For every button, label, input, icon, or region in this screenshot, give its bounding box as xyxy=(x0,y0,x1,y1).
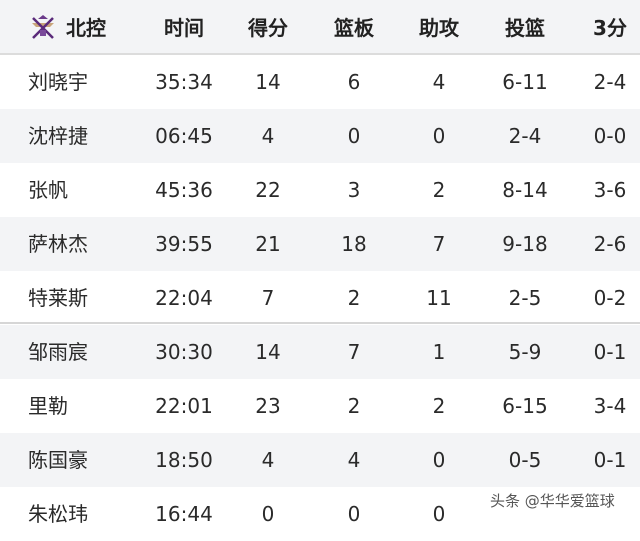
field-goals-cell: 8-14 xyxy=(502,178,548,202)
minutes-cell: 30:30 xyxy=(155,340,213,364)
player-name-cell: 邹雨宸 xyxy=(28,340,88,364)
three-pointers-cell: 3-6 xyxy=(593,178,627,202)
rebounds-cell: 2 xyxy=(347,286,361,310)
rebounds-cell: 0 xyxy=(347,502,361,526)
minutes-cell: 22:01 xyxy=(155,394,213,418)
player-row[interactable]: 陈国豪 18:50 4 4 0 0-5 0-1 xyxy=(0,433,640,487)
field-goals-cell: 2-5 xyxy=(508,286,542,310)
player-name-cell: 陈国豪 xyxy=(28,448,88,472)
rebounds-cell: 7 xyxy=(347,340,361,364)
col-header-minutes[interactable]: 时间 xyxy=(164,16,204,40)
assists-cell: 2 xyxy=(432,394,446,418)
assists-cell: 1 xyxy=(432,340,446,364)
points-cell: 0 xyxy=(261,502,275,526)
field-goals-cell: 2-4 xyxy=(508,124,542,148)
points-cell: 22 xyxy=(255,178,281,202)
player-row[interactable]: 萨林杰 39:55 21 18 7 9-18 2-6 xyxy=(0,217,640,271)
player-name-cell: 沈梓捷 xyxy=(28,124,88,148)
player-name-cell: 里勒 xyxy=(28,394,68,418)
minutes-cell: 39:55 xyxy=(155,232,213,256)
table-header: 北控 时间 得分 篮板 助攻 投篮 3分 xyxy=(0,0,640,55)
player-name-cell: 张帆 xyxy=(28,178,68,202)
field-goals-cell: 6-15 xyxy=(502,394,548,418)
three-pointers-cell: 3-4 xyxy=(593,394,627,418)
assists-cell: 0 xyxy=(432,502,446,526)
points-cell: 14 xyxy=(255,70,281,94)
col-header-field-goals[interactable]: 投篮 xyxy=(505,16,545,40)
player-row[interactable]: 张帆 45:36 22 3 2 8-14 3-6 xyxy=(0,163,640,217)
points-cell: 21 xyxy=(255,232,281,256)
rebounds-cell: 18 xyxy=(341,232,367,256)
minutes-cell: 06:45 xyxy=(155,124,213,148)
player-row[interactable]: 沈梓捷 06:45 4 0 0 2-4 0-0 xyxy=(0,109,640,163)
points-cell: 4 xyxy=(261,124,275,148)
assists-cell: 0 xyxy=(432,448,446,472)
player-row[interactable]: 邹雨宸 30:30 14 7 1 5-9 0-1 xyxy=(0,325,640,379)
points-cell: 7 xyxy=(261,286,275,310)
watermark: 头条 @华华爱篮球 xyxy=(490,492,615,510)
rebounds-cell: 4 xyxy=(347,448,361,472)
minutes-cell: 35:34 xyxy=(155,70,213,94)
assists-cell: 4 xyxy=(432,70,446,94)
minutes-cell: 16:44 xyxy=(155,502,213,526)
col-header-rebounds[interactable]: 篮板 xyxy=(334,16,374,40)
starters-divider xyxy=(0,322,640,324)
player-row[interactable]: 刘晓宇 35:34 14 6 4 6-11 2-4 xyxy=(0,55,640,109)
minutes-cell: 18:50 xyxy=(155,448,213,472)
rebounds-cell: 3 xyxy=(347,178,361,202)
field-goals-cell: 6-11 xyxy=(502,70,548,94)
three-pointers-cell: 2-6 xyxy=(593,232,627,256)
field-goals-cell: 5-9 xyxy=(508,340,542,364)
rebounds-cell: 6 xyxy=(347,70,361,94)
player-name-cell: 朱松玮 xyxy=(28,502,88,526)
assists-cell: 0 xyxy=(432,124,446,148)
field-goals-cell: 0-5 xyxy=(508,448,542,472)
three-pointers-cell: 0-1 xyxy=(593,448,627,472)
assists-cell: 2 xyxy=(432,178,446,202)
minutes-cell: 45:36 xyxy=(155,178,213,202)
three-pointers-cell: 2-4 xyxy=(593,70,627,94)
team-header: 北控 xyxy=(28,0,148,53)
col-header-assists[interactable]: 助攻 xyxy=(419,16,459,40)
points-cell: 14 xyxy=(255,340,281,364)
player-row[interactable]: 里勒 22:01 23 2 2 6-15 3-4 xyxy=(0,379,640,433)
points-cell: 4 xyxy=(261,448,275,472)
assists-cell: 7 xyxy=(432,232,446,256)
rebounds-cell: 2 xyxy=(347,394,361,418)
col-header-three-pointers[interactable]: 3分 xyxy=(593,16,627,40)
minutes-cell: 22:04 xyxy=(155,286,213,310)
player-row[interactable]: 特莱斯 22:04 7 2 11 2-5 0-2 xyxy=(0,271,640,325)
points-cell: 23 xyxy=(255,394,281,418)
three-pointers-cell: 0-2 xyxy=(593,286,627,310)
team-logo-icon xyxy=(32,14,54,39)
player-name-cell: 刘晓宇 xyxy=(28,70,88,94)
rebounds-cell: 0 xyxy=(347,124,361,148)
field-goals-cell: 9-18 xyxy=(502,232,548,256)
player-name-cell: 特莱斯 xyxy=(28,286,88,310)
col-header-points[interactable]: 得分 xyxy=(248,16,288,40)
three-pointers-cell: 0-0 xyxy=(593,124,627,148)
assists-cell: 11 xyxy=(426,286,452,310)
player-name-cell: 萨林杰 xyxy=(28,232,88,256)
three-pointers-cell: 0-1 xyxy=(593,340,627,364)
